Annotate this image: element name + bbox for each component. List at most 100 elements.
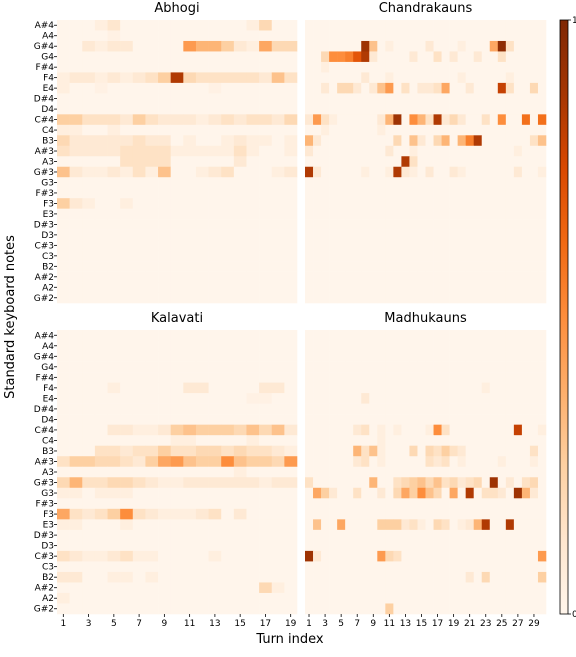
heatmap-cell [195,330,209,341]
heatmap-cell [233,229,247,241]
heatmap-cell [107,145,121,157]
heatmap-cell [369,540,378,552]
heatmap-cell [158,40,171,52]
heatmap-cell [284,250,298,262]
heatmap-cell [529,498,539,510]
heatmap-cell [361,372,370,383]
heatmap-cell [329,456,338,468]
heatmap-cell [345,114,354,126]
heatmap-cell [321,61,330,73]
heatmap-cell [481,187,491,199]
heatmap-cell [183,103,197,115]
heatmap-cell [369,51,378,63]
heatmap-cell [284,414,298,425]
heatmap-cell [377,550,386,562]
heatmap-cell [170,456,184,468]
heatmap-cell [195,592,209,604]
heatmap-cell [529,292,539,304]
heatmap-cell [259,82,273,94]
heatmap-cell [284,72,298,84]
heatmap-cell [345,414,354,425]
heatmap-cell [195,271,209,283]
heatmap-cell [457,177,466,189]
y-tick-label: C#4 [34,426,54,436]
heatmap-cell [433,519,442,531]
heatmap-cell [441,51,450,63]
heatmap-cell [465,456,474,468]
heatmap-cell [409,592,418,604]
heatmap-cell [377,393,386,404]
heatmap-cell [337,487,346,499]
heatmap-cell [433,550,442,562]
heatmap-cell [521,477,531,489]
heatmap-cell [305,487,314,499]
heatmap-cell [345,208,354,220]
heatmap-cell [183,229,197,241]
heatmap-cell [481,177,491,189]
heatmap-cell [107,561,121,573]
heatmap-cell [195,219,209,230]
heatmap-cell [170,166,184,178]
heatmap-cell [537,519,547,531]
heatmap-cell [183,550,197,562]
heatmap-cell [465,145,474,157]
heatmap-cell [259,93,273,105]
heatmap-cell [170,582,184,594]
heatmap-cell [401,361,410,373]
heatmap-cell [82,93,96,105]
heatmap-cell [457,561,466,573]
heatmap-cell [82,498,96,510]
heatmap-cell [361,271,370,283]
heatmap-cell [353,351,362,362]
heatmap-cell [361,592,370,604]
heatmap-cell [409,508,418,520]
heatmap-cell [305,519,314,531]
heatmap-cell [132,424,146,436]
heatmap-cell [120,393,134,404]
heatmap-cell [505,61,515,73]
heatmap-cell [313,424,322,436]
heatmap-cell [208,466,222,478]
heatmap-cell [259,124,273,136]
heatmap-cell [233,282,247,293]
heatmap-cell [457,508,466,520]
heatmap-cell [170,372,184,383]
heatmap-cell [313,529,322,541]
heatmap-cell [409,550,418,562]
heatmap-cell [425,477,434,489]
heatmap-cell [433,435,442,447]
heatmap-cell [537,20,547,31]
heatmap-cell [441,30,450,42]
heatmap-cell [393,372,402,383]
heatmap-cell [271,177,285,189]
heatmap-cell [401,582,410,594]
heatmap-cell [246,456,260,468]
heatmap-cell [57,135,70,147]
heatmap-cell [208,219,222,230]
heatmap-cell [465,582,474,594]
heatmap-cell [401,219,410,230]
heatmap-cell [69,187,83,199]
heatmap-cell [94,135,108,147]
heatmap-cell [82,603,96,615]
heatmap-cell [529,208,539,220]
heatmap-cell [145,435,159,447]
heatmap-cell [158,487,171,499]
heatmap-cell [195,61,209,73]
heatmap-cell [345,229,354,241]
heatmap-cell [449,208,458,220]
heatmap-cell [441,145,450,157]
heatmap-cell [425,435,434,447]
heatmap-cell [369,435,378,447]
heatmap-cell [441,435,450,447]
heatmap-cell [521,103,531,115]
heatmap-cell [473,240,483,251]
heatmap-cell [425,145,434,157]
heatmap-cell [284,40,298,52]
heatmap-cell [158,603,171,615]
heatmap-cell [353,177,362,189]
heatmap-cell [489,529,499,541]
heatmap-cell [417,529,426,541]
heatmap-cell [321,261,330,272]
heatmap-cell [465,229,474,241]
